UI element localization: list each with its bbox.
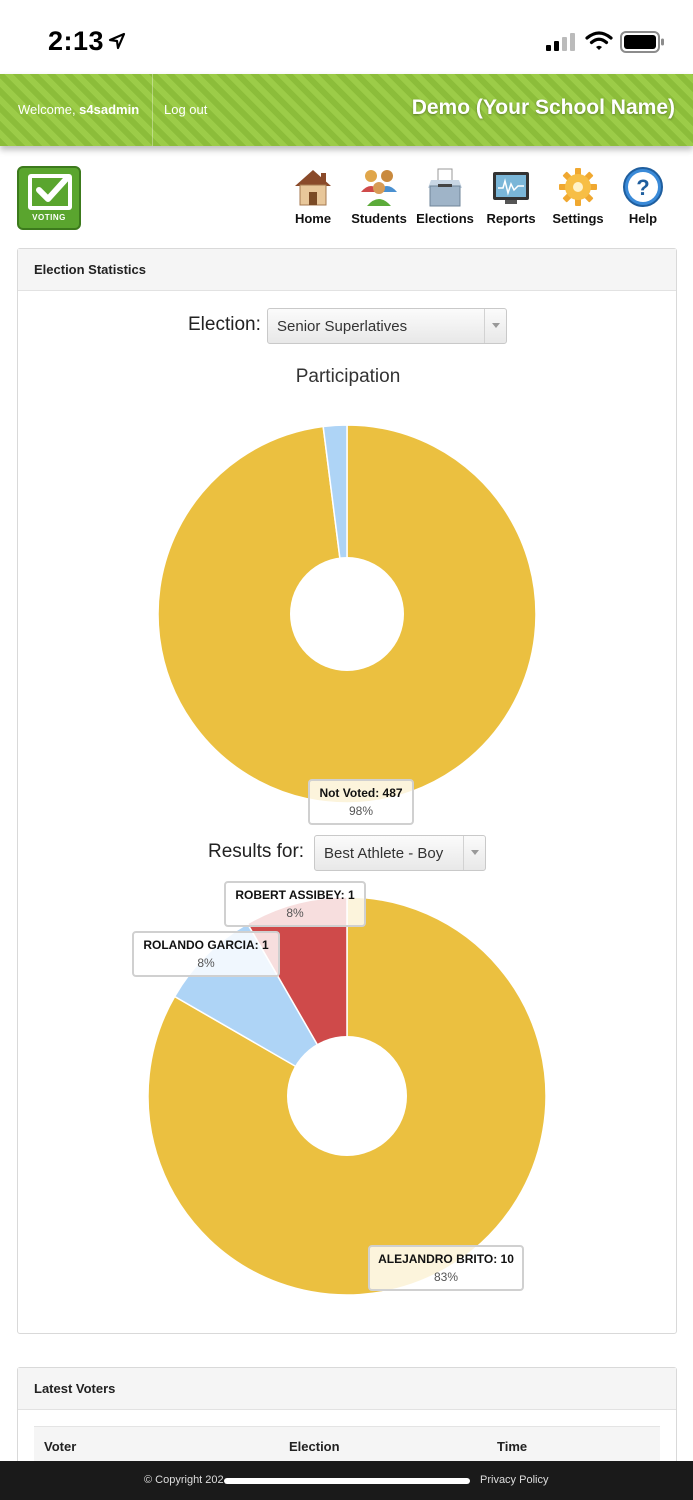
nav-settings-label: Settings — [552, 211, 604, 226]
nav-elections-label: Elections — [416, 211, 474, 226]
nav-help[interactable]: ? Help — [618, 166, 668, 230]
tooltip-alejandro-percent: 83% — [433, 1270, 459, 1284]
nav-home[interactable]: Home — [286, 166, 340, 230]
election-select-value: Senior Superlatives — [277, 318, 408, 335]
school-name: Demo (Your School Name) — [411, 96, 675, 119]
logo-label: VOTING — [32, 213, 66, 222]
tooltip-rolando-percent: 8% — [197, 956, 215, 970]
footer: © Copyright 202 Privacy Policy — [0, 1461, 693, 1500]
cellular-signal-icon — [546, 33, 575, 51]
nav-reports-label: Reports — [486, 211, 536, 226]
voting-logo[interactable]: VOTING — [17, 166, 81, 230]
svg-text:?: ? — [636, 175, 649, 200]
latest-voters-table-header: Voter Election Time — [34, 1426, 660, 1462]
tooltip-robert-label: ROBERT ASSIBEY: 1 — [235, 888, 355, 902]
results-tooltip-alejandro: ALEJANDRO BRITO: 10 83% — [368, 1245, 524, 1291]
chevron-down-icon — [484, 309, 506, 343]
nav-reports[interactable]: Reports — [482, 166, 540, 230]
status-bar: 2:13 — [0, 0, 693, 74]
chevron-down-icon — [463, 836, 485, 870]
nav-help-label: Help — [628, 211, 658, 226]
wifi-icon — [585, 31, 613, 50]
status-time: 2:13 — [48, 26, 105, 56]
column-time: Time — [497, 1439, 528, 1454]
participation-tooltip: Not Voted: 487 98% — [308, 779, 414, 825]
logout-link[interactable]: Log out — [164, 102, 208, 117]
help-icon: ? — [623, 167, 663, 207]
nav-students-label: Students — [351, 211, 407, 226]
election-select[interactable]: Senior Superlatives — [267, 308, 507, 344]
welcome-text: Welcome, s4sadmin — [18, 102, 139, 117]
donut-hole — [290, 557, 404, 671]
top-header-bar: Welcome, s4sadmin Log out Demo (Your Sch… — [0, 74, 693, 146]
nav-settings[interactable]: Settings — [548, 166, 608, 230]
tooltip-rolando-label: ROLANDO GARCIA: 1 — [143, 938, 269, 952]
battery-icon — [620, 31, 664, 53]
header-divider — [152, 74, 153, 146]
election-statistics-panel: Election Statistics Election: Senior Sup… — [17, 248, 677, 1334]
participation-tooltip-percent: 98% — [348, 804, 374, 818]
nav-home-label: Home — [294, 211, 332, 226]
donut-hole — [287, 1036, 407, 1156]
location-arrow-icon — [108, 32, 126, 50]
tooltip-alejandro-label: ALEJANDRO BRITO: 10 — [378, 1252, 514, 1266]
home-indicator — [224, 1478, 470, 1484]
students-icon — [361, 170, 397, 206]
participation-chart-title: Participation — [295, 366, 401, 387]
column-election: Election — [289, 1439, 340, 1454]
monitor-icon — [493, 172, 529, 204]
latest-voters-title: Latest Voters — [18, 1368, 676, 1410]
privacy-policy-link[interactable]: Privacy Policy — [480, 1474, 549, 1486]
ballot-box-icon — [428, 168, 462, 207]
home-icon — [295, 170, 331, 206]
results-select-value: Best Athlete - Boy — [324, 845, 444, 862]
nav-elections[interactable]: Elections — [414, 166, 476, 230]
results-tooltip-rolando: ROLANDO GARCIA: 1 8% — [132, 931, 280, 977]
election-statistics-title: Election Statistics — [18, 249, 676, 291]
checkbox-icon — [28, 174, 72, 210]
welcome-prefix: Welcome, — [18, 102, 80, 117]
column-voter: Voter — [44, 1439, 77, 1454]
nav-students[interactable]: Students — [347, 166, 411, 230]
results-for-label: Results for: — [208, 841, 305, 862]
copyright-text: © Copyright 202 — [144, 1474, 224, 1486]
participation-pie-chart — [157, 424, 537, 804]
tooltip-robert-percent: 8% — [286, 906, 304, 920]
username: s4sadmin — [79, 102, 140, 117]
election-label: Election: — [188, 314, 261, 335]
results-tooltip-robert: ROBERT ASSIBEY: 1 8% — [224, 881, 366, 927]
gear-icon — [559, 168, 597, 206]
participation-tooltip-label: Not Voted: 487 — [319, 786, 403, 800]
results-select[interactable]: Best Athlete - Boy — [314, 835, 486, 871]
